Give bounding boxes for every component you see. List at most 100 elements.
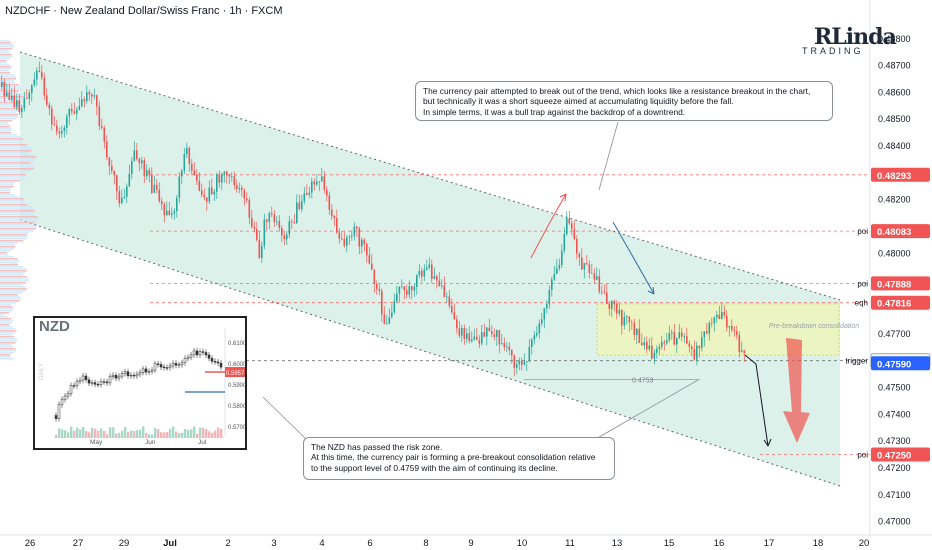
candle	[131, 157, 133, 180]
candle	[701, 331, 703, 352]
low-marker-label: 0.4753	[632, 377, 654, 384]
candle	[483, 323, 486, 338]
candle	[138, 157, 141, 172]
volume-profile-bar	[0, 174, 26, 176]
volume-profile-bar	[0, 102, 20, 104]
candle	[416, 273, 418, 295]
candle-body	[393, 301, 396, 313]
volume-profile-bar	[0, 270, 27, 272]
consolidation-label: Pre-breakdown consolidation	[769, 323, 859, 330]
candle	[576, 235, 578, 260]
candle	[28, 89, 31, 106]
candle	[418, 264, 421, 278]
candle-body	[186, 147, 188, 154]
volume-profile-bar	[0, 344, 13, 346]
candle	[531, 337, 533, 355]
candle-body	[408, 286, 411, 295]
candle	[403, 286, 406, 300]
candle-body	[291, 221, 293, 223]
candle-body	[216, 174, 218, 192]
candle-body	[516, 364, 518, 368]
candle-body	[413, 286, 416, 291]
candle	[63, 125, 66, 138]
callout-top-line: In simple terms, it was a bull trap agai…	[423, 106, 686, 117]
candle	[546, 300, 548, 314]
candle-body	[328, 195, 331, 210]
volume-profile-bar	[0, 330, 17, 332]
candle	[741, 341, 743, 353]
volume-profile-bar	[0, 136, 21, 138]
candle	[456, 315, 458, 334]
candle-body	[273, 214, 276, 222]
candle-body	[396, 293, 398, 302]
inset-candle-body	[63, 395, 67, 400]
candle	[678, 324, 681, 340]
volume-profile-bar	[0, 314, 5, 316]
time-tick-label: 29	[119, 538, 130, 549]
candle-body	[471, 339, 473, 342]
candle-body	[656, 348, 658, 353]
volume-profile-bar	[0, 124, 10, 126]
candle	[241, 185, 243, 197]
candle-body	[326, 189, 328, 196]
volume-profile-bar	[0, 194, 15, 196]
candle-body	[31, 85, 33, 93]
price-tick-label: 0.48200	[878, 195, 911, 205]
inset-candle-body	[150, 369, 154, 372]
candle	[588, 260, 591, 279]
candle-body	[523, 361, 526, 365]
candle-body	[486, 327, 488, 337]
candle	[228, 173, 231, 185]
candle	[136, 143, 138, 161]
volume-profile-bar	[0, 200, 25, 202]
inset-volume-bar	[160, 432, 163, 438]
candle	[153, 175, 156, 194]
inset-candle-body	[165, 367, 169, 369]
volume-profile-bar	[0, 298, 21, 300]
candle	[336, 209, 338, 234]
candle-body	[688, 343, 691, 347]
candle	[236, 179, 238, 193]
volume-profile-bar	[0, 278, 29, 280]
candle	[266, 218, 268, 231]
candle	[116, 174, 118, 200]
candle	[433, 267, 436, 280]
candle	[108, 157, 111, 176]
candle	[221, 172, 223, 191]
candle-body	[421, 270, 423, 277]
candle	[571, 220, 573, 236]
candle-body	[13, 95, 16, 108]
volume-profile-bar	[0, 258, 18, 260]
candle-body	[41, 71, 43, 78]
volume-profile-bar	[0, 168, 34, 170]
candle	[543, 307, 546, 329]
candle	[98, 101, 101, 130]
candle	[303, 187, 306, 205]
callout-top-line: The currency pair attempted to break out…	[423, 86, 811, 96]
candle	[281, 225, 283, 243]
inset-label: NZD	[39, 318, 70, 335]
inset-x-label: Jul	[198, 439, 207, 446]
candle-body	[661, 341, 663, 347]
candle-body	[296, 202, 298, 223]
inset-candle-body	[111, 374, 115, 377]
candle-body	[346, 237, 348, 246]
candle-body	[578, 253, 581, 258]
candle	[491, 325, 493, 338]
candle-body	[391, 312, 393, 318]
inset-candle-body	[213, 361, 217, 363]
candle	[731, 319, 733, 333]
candle-body	[668, 333, 671, 341]
volume-profile-bar	[0, 118, 17, 120]
candle-body	[158, 189, 161, 201]
time-tick-label: 10	[517, 538, 528, 549]
volume-profile-bar	[0, 196, 21, 198]
candle	[386, 314, 388, 325]
candle	[496, 329, 498, 346]
candle	[353, 221, 356, 241]
candle	[301, 195, 303, 213]
candle	[626, 314, 628, 325]
volume-profile-bar	[0, 82, 15, 84]
candle-body	[143, 160, 146, 177]
candle	[16, 93, 18, 111]
